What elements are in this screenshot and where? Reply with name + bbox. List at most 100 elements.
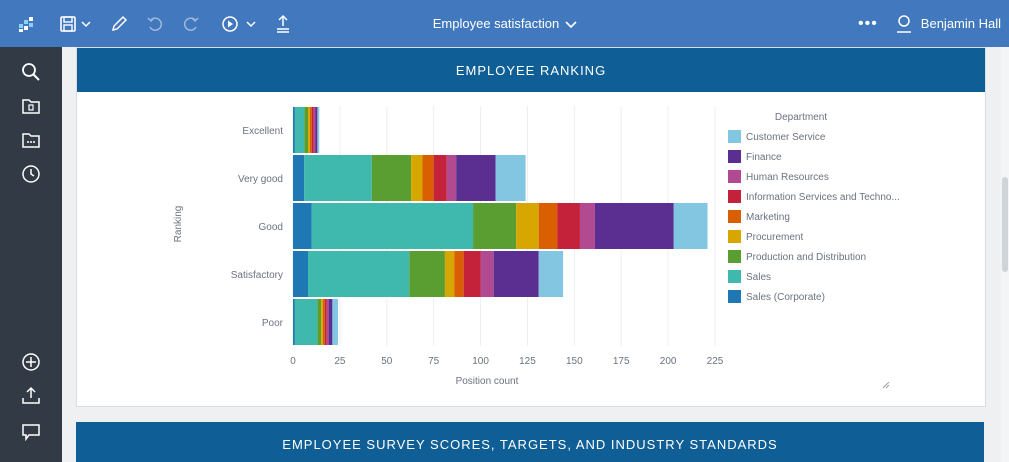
bar-segment[interactable] bbox=[311, 107, 314, 153]
bar-segment[interactable] bbox=[311, 203, 474, 249]
legend-swatch bbox=[728, 270, 741, 283]
bar-segment[interactable] bbox=[480, 251, 494, 297]
bar-segment[interactable] bbox=[446, 155, 457, 201]
bar-segment[interactable] bbox=[321, 299, 324, 345]
bar-segment[interactable] bbox=[444, 251, 455, 297]
panel-header: EMPLOYEE RANKING bbox=[77, 48, 985, 92]
bar-segment[interactable] bbox=[456, 155, 496, 201]
save-menu-button[interactable] bbox=[56, 0, 96, 47]
legend-item[interactable]: Marketing bbox=[746, 212, 790, 223]
x-tick-label: 150 bbox=[566, 356, 583, 367]
legend-item[interactable]: Finance bbox=[746, 152, 782, 163]
bar-segment[interactable] bbox=[557, 203, 580, 249]
legend-item[interactable]: Information Services and Techno... bbox=[746, 192, 900, 203]
x-tick-label: 75 bbox=[428, 356, 440, 367]
clock-icon[interactable] bbox=[18, 161, 44, 187]
upload-icon[interactable] bbox=[18, 383, 44, 409]
bar-segment[interactable] bbox=[294, 299, 318, 345]
x-tick-label: 0 bbox=[290, 356, 296, 367]
app-logo-icon[interactable] bbox=[14, 0, 40, 47]
legend-swatch bbox=[728, 130, 741, 143]
bar-segment[interactable] bbox=[293, 107, 295, 153]
bar-segment[interactable] bbox=[294, 107, 305, 153]
bar-segment[interactable] bbox=[304, 155, 372, 201]
bar-segment[interactable] bbox=[293, 155, 305, 201]
bar-segment[interactable] bbox=[516, 203, 539, 249]
bar-segment[interactable] bbox=[308, 107, 310, 153]
bar-segment[interactable] bbox=[463, 251, 481, 297]
folder-icon[interactable] bbox=[18, 93, 44, 119]
legend-item[interactable]: Sales (Corporate) bbox=[746, 292, 825, 303]
bar-segment[interactable] bbox=[579, 203, 595, 249]
save-icon bbox=[60, 15, 91, 32]
undo-icon[interactable] bbox=[142, 0, 168, 47]
employee-ranking-chart[interactable]: Excellent Very good Good Satisfactory Poor 0… bbox=[77, 92, 985, 406]
bar-segment[interactable] bbox=[409, 251, 445, 297]
survey-scores-panel[interactable]: EMPLOYEE SURVEY SCORES, TARGETS, AND IND… bbox=[76, 422, 984, 462]
legend-swatch bbox=[728, 190, 741, 203]
bar-segment[interactable] bbox=[293, 251, 309, 297]
vertical-scrollbar[interactable] bbox=[1001, 47, 1009, 462]
bar-segment[interactable] bbox=[317, 107, 320, 153]
legend-item[interactable]: Procurement bbox=[746, 232, 803, 243]
legend-item[interactable]: Human Resources bbox=[746, 172, 829, 183]
bar-segment[interactable] bbox=[315, 107, 318, 153]
y-axis-label: Ranking bbox=[173, 206, 184, 243]
x-tick-label: 175 bbox=[613, 356, 630, 367]
bar-segment[interactable] bbox=[293, 203, 312, 249]
search-icon[interactable] bbox=[18, 59, 44, 85]
bar-segment[interactable] bbox=[422, 155, 434, 201]
y-tick-label: Good bbox=[259, 222, 283, 233]
bar-segment[interactable] bbox=[309, 107, 312, 153]
legend-swatch bbox=[728, 250, 741, 263]
bar-segment[interactable] bbox=[371, 155, 412, 201]
x-tick-label: 25 bbox=[334, 356, 346, 367]
bar-segment[interactable] bbox=[328, 299, 333, 345]
bar-segment[interactable] bbox=[332, 299, 339, 345]
bar-segment[interactable] bbox=[538, 251, 564, 297]
bar-segment[interactable] bbox=[673, 203, 708, 249]
bar-segment[interactable] bbox=[454, 251, 464, 297]
bar-segment[interactable] bbox=[304, 107, 309, 153]
bar-segment[interactable] bbox=[326, 299, 329, 345]
bar-segment[interactable] bbox=[293, 299, 295, 345]
comment-icon[interactable] bbox=[18, 419, 44, 445]
bar-segment[interactable] bbox=[308, 251, 410, 297]
resize-handle-icon[interactable] bbox=[882, 381, 890, 389]
x-tick-label: 125 bbox=[519, 356, 536, 367]
bar-segment[interactable] bbox=[473, 203, 517, 249]
legend-item[interactable]: Customer Service bbox=[746, 132, 826, 143]
play-menu-button[interactable] bbox=[218, 0, 262, 47]
bar-segment[interactable] bbox=[313, 107, 316, 153]
pencil-icon[interactable] bbox=[106, 0, 132, 47]
bar-segment[interactable] bbox=[324, 299, 327, 345]
folder-dots-icon[interactable] bbox=[18, 127, 44, 153]
bar-segment[interactable] bbox=[323, 299, 325, 345]
plus-circle-icon[interactable] bbox=[18, 349, 44, 375]
bar-segment[interactable] bbox=[411, 155, 423, 201]
y-tick-label: Excellent bbox=[242, 126, 283, 137]
bar-segment[interactable] bbox=[495, 155, 526, 201]
main-canvas: EMPLOYEE RANKING Excellent Very good Good S… bbox=[62, 47, 1009, 462]
y-tick-label: Very good bbox=[238, 174, 283, 185]
panel-header: EMPLOYEE SURVEY SCORES, TARGETS, AND IND… bbox=[282, 436, 778, 452]
bar-segment[interactable] bbox=[317, 299, 322, 345]
legend-item[interactable]: Sales bbox=[746, 272, 771, 283]
legend-swatch bbox=[728, 170, 741, 183]
scrollbar-thumb[interactable] bbox=[1002, 177, 1008, 272]
employee-ranking-panel[interactable]: EMPLOYEE RANKING Excellent Very good Good S… bbox=[76, 47, 986, 407]
user-menu[interactable]: Benjamin Hall bbox=[895, 0, 1001, 47]
x-tick-label: 200 bbox=[660, 356, 677, 367]
bar-segment[interactable] bbox=[493, 251, 539, 297]
legend-item[interactable]: Production and Distribution bbox=[746, 252, 866, 263]
redo-icon[interactable] bbox=[178, 0, 204, 47]
bar-segment[interactable] bbox=[538, 203, 558, 249]
more-options-button[interactable]: ••• bbox=[858, 14, 878, 32]
share-icon[interactable] bbox=[270, 0, 296, 47]
bar-segment[interactable] bbox=[594, 203, 674, 249]
report-title-menu[interactable]: Employee satisfaction bbox=[405, 0, 605, 47]
legend-swatch bbox=[728, 290, 741, 303]
bar-segment[interactable] bbox=[433, 155, 447, 201]
legend-swatch bbox=[728, 210, 741, 223]
legend-title: Department bbox=[775, 112, 827, 123]
